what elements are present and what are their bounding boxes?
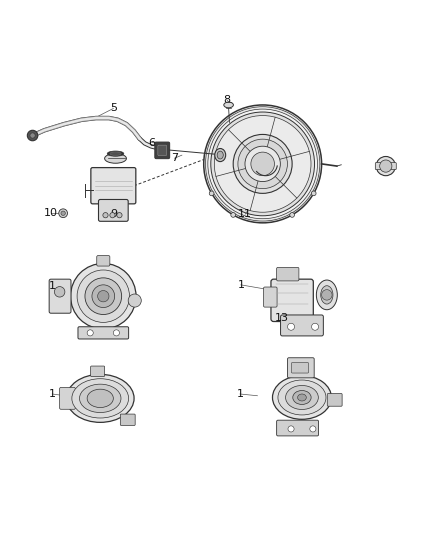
Circle shape xyxy=(380,160,392,172)
Ellipse shape xyxy=(278,380,326,415)
Text: 6: 6 xyxy=(148,138,155,148)
Ellipse shape xyxy=(67,374,134,422)
Ellipse shape xyxy=(105,154,127,163)
Circle shape xyxy=(117,213,122,218)
Text: 13: 13 xyxy=(276,313,290,323)
Circle shape xyxy=(208,109,318,219)
Circle shape xyxy=(231,213,236,217)
Circle shape xyxy=(27,130,38,141)
Circle shape xyxy=(211,112,314,216)
FancyBboxPatch shape xyxy=(158,145,166,156)
Circle shape xyxy=(113,330,120,336)
Ellipse shape xyxy=(217,151,223,159)
FancyBboxPatch shape xyxy=(277,420,318,436)
FancyBboxPatch shape xyxy=(155,142,170,159)
Circle shape xyxy=(288,426,294,432)
Ellipse shape xyxy=(107,151,124,156)
Ellipse shape xyxy=(80,384,121,413)
Ellipse shape xyxy=(297,394,306,401)
FancyBboxPatch shape xyxy=(281,315,323,336)
Ellipse shape xyxy=(87,389,113,408)
Text: 1: 1 xyxy=(237,389,244,399)
FancyBboxPatch shape xyxy=(389,163,396,169)
FancyBboxPatch shape xyxy=(288,358,314,378)
Circle shape xyxy=(54,287,65,297)
Circle shape xyxy=(204,105,321,223)
Circle shape xyxy=(311,323,318,330)
Circle shape xyxy=(214,116,311,212)
FancyBboxPatch shape xyxy=(120,414,135,425)
FancyBboxPatch shape xyxy=(291,362,308,373)
FancyBboxPatch shape xyxy=(91,167,136,204)
Circle shape xyxy=(310,426,316,432)
FancyBboxPatch shape xyxy=(91,366,105,376)
FancyBboxPatch shape xyxy=(277,268,299,281)
Text: 8: 8 xyxy=(223,95,230,104)
FancyBboxPatch shape xyxy=(60,387,75,409)
Circle shape xyxy=(110,213,115,218)
Circle shape xyxy=(103,213,108,218)
Circle shape xyxy=(71,263,136,329)
Ellipse shape xyxy=(224,102,233,108)
Circle shape xyxy=(205,107,320,221)
Circle shape xyxy=(251,152,275,176)
Text: 5: 5 xyxy=(110,103,117,114)
Text: 11: 11 xyxy=(238,209,252,219)
Text: 1: 1 xyxy=(49,389,56,399)
FancyBboxPatch shape xyxy=(99,199,128,221)
Text: 1: 1 xyxy=(237,280,244,290)
Ellipse shape xyxy=(321,286,333,304)
Text: 1: 1 xyxy=(49,281,56,291)
Text: 10: 10 xyxy=(44,208,58,218)
Circle shape xyxy=(92,285,115,308)
Circle shape xyxy=(87,330,93,336)
Circle shape xyxy=(77,270,130,322)
Circle shape xyxy=(59,209,67,217)
Circle shape xyxy=(290,213,294,217)
FancyBboxPatch shape xyxy=(78,327,129,339)
Circle shape xyxy=(233,134,292,193)
Circle shape xyxy=(376,157,396,176)
Ellipse shape xyxy=(272,376,332,419)
FancyBboxPatch shape xyxy=(271,279,313,321)
Circle shape xyxy=(321,289,332,300)
FancyBboxPatch shape xyxy=(375,163,382,169)
Circle shape xyxy=(245,146,280,182)
FancyBboxPatch shape xyxy=(97,256,110,266)
FancyBboxPatch shape xyxy=(49,279,71,313)
Circle shape xyxy=(238,139,287,189)
Circle shape xyxy=(128,294,141,307)
Circle shape xyxy=(288,323,294,330)
Ellipse shape xyxy=(293,391,311,405)
Text: 9: 9 xyxy=(110,209,117,219)
Ellipse shape xyxy=(316,280,337,310)
Circle shape xyxy=(30,133,35,138)
Circle shape xyxy=(98,290,109,302)
FancyBboxPatch shape xyxy=(327,393,342,406)
Ellipse shape xyxy=(110,152,121,156)
Circle shape xyxy=(209,191,214,196)
Circle shape xyxy=(85,278,122,314)
Text: 7: 7 xyxy=(171,153,178,163)
Ellipse shape xyxy=(286,385,318,409)
Text: 12: 12 xyxy=(379,158,393,168)
FancyBboxPatch shape xyxy=(264,287,277,307)
Ellipse shape xyxy=(72,379,129,418)
Ellipse shape xyxy=(215,149,226,161)
Circle shape xyxy=(61,211,65,215)
Circle shape xyxy=(311,191,316,196)
